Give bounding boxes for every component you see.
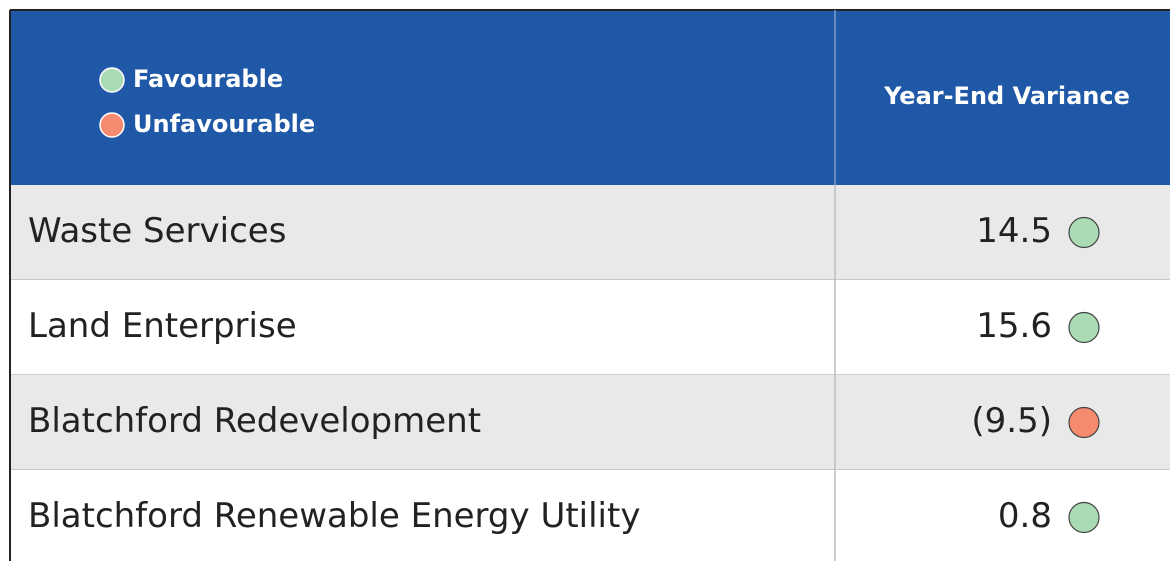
column-header: Year-End Variance (883, 82, 1130, 110)
status-dot (1068, 311, 1100, 344)
legend-label: Unfavourable (133, 110, 315, 138)
header-bar (10, 10, 1170, 185)
row-name: Blatchford Renewable Energy Utility (28, 496, 640, 536)
legend-dot (99, 67, 125, 93)
row-value: (9.5) (971, 401, 1052, 441)
legend-label: Favourable (133, 65, 283, 93)
row-value: 14.5 (976, 211, 1052, 251)
row-name: Land Enterprise (28, 306, 297, 346)
legend-dot (99, 112, 125, 138)
status-dot (1068, 501, 1100, 534)
row-name: Waste Services (28, 211, 286, 251)
row-bg (10, 470, 1170, 565)
row-name: Blatchford Redevelopment (28, 401, 481, 441)
row-bg (10, 375, 1170, 470)
status-dot (1068, 216, 1100, 249)
row-value: 0.8 (998, 496, 1052, 536)
row-bg (10, 280, 1170, 375)
row-bg (10, 185, 1170, 280)
status-dot (1068, 406, 1100, 439)
row-value: 15.6 (976, 306, 1052, 346)
